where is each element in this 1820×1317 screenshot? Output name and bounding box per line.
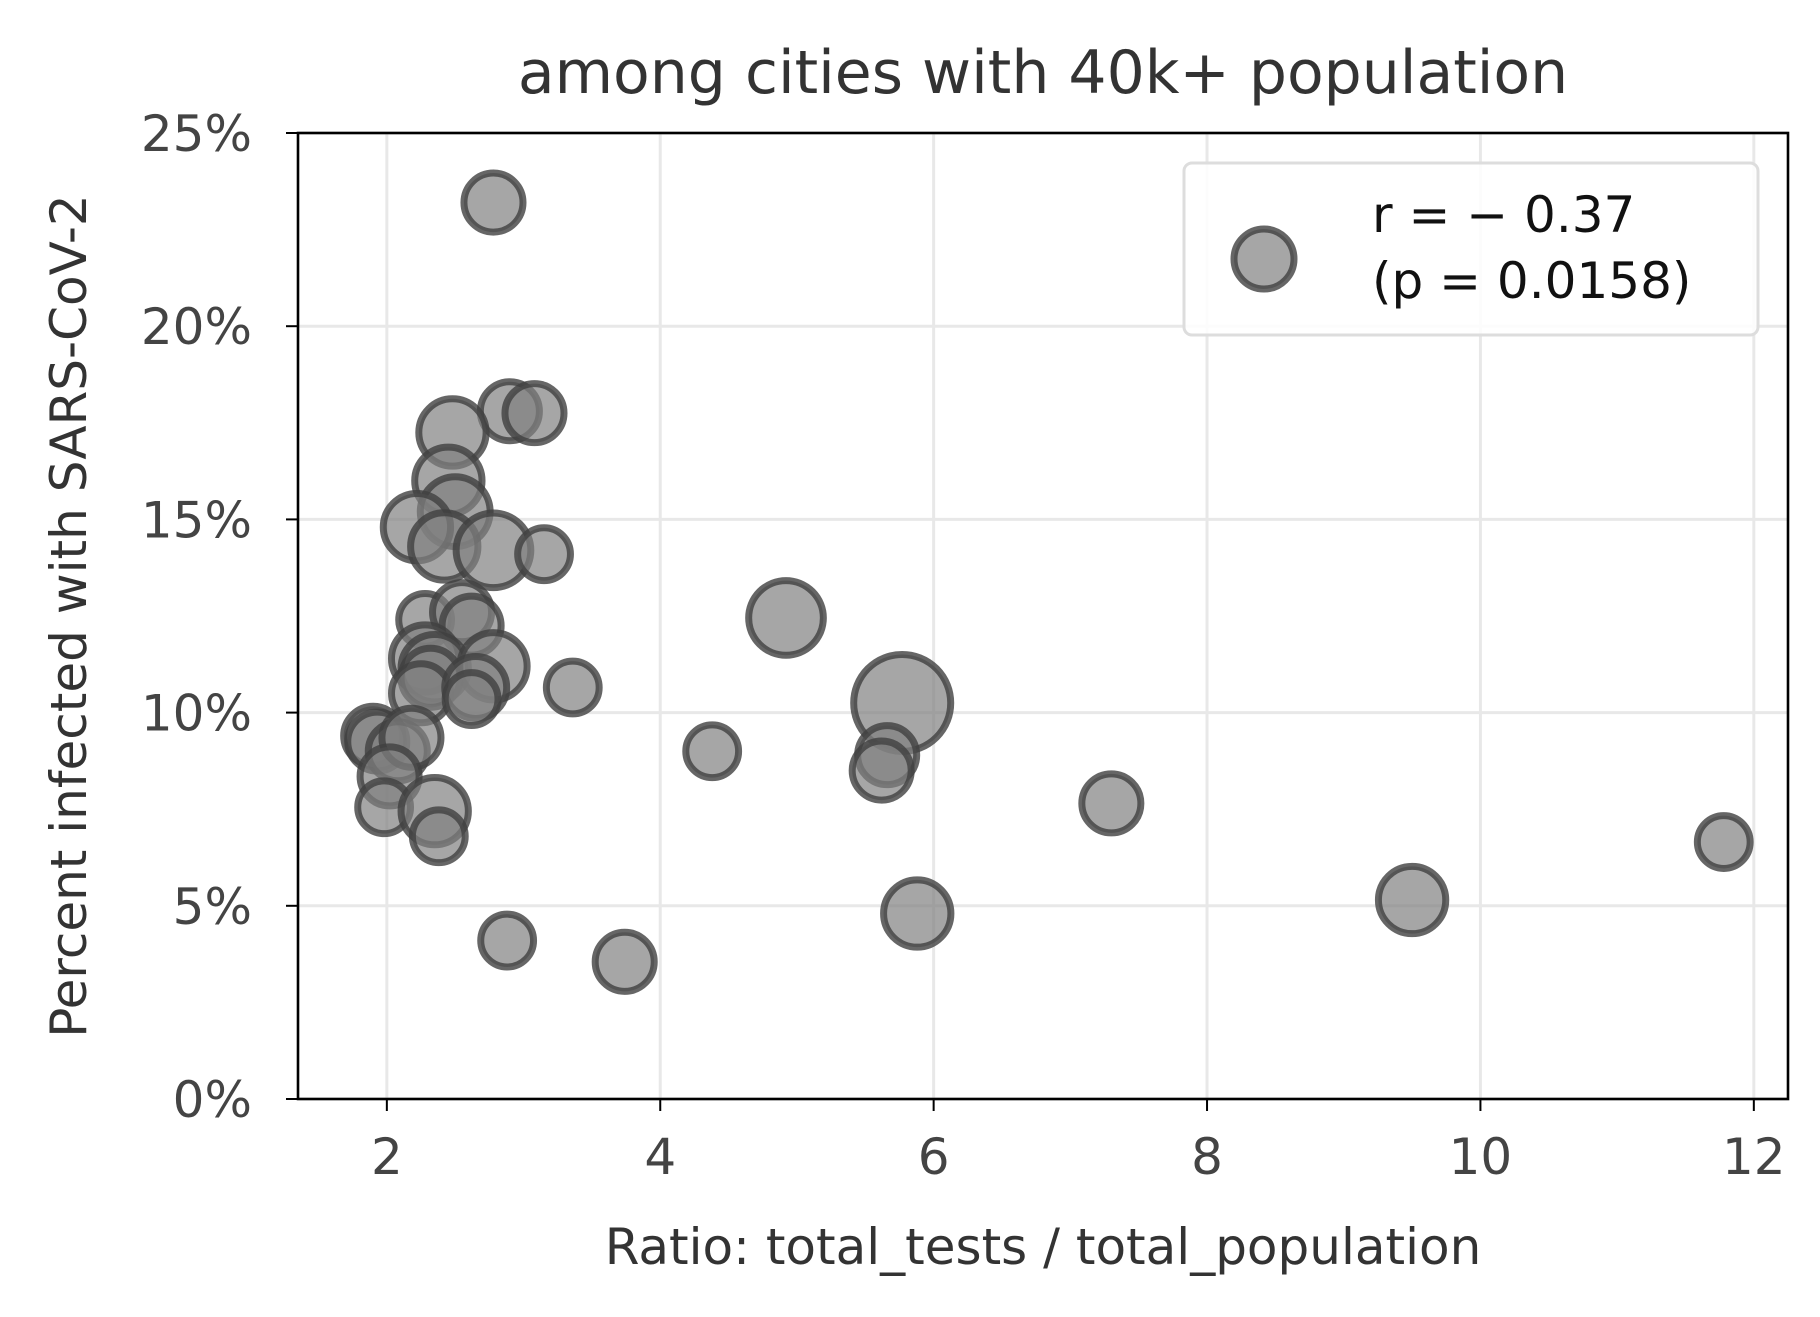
axis-ticks: 2 4 6 8 10 12 0% 5% 10% 15% 20% 25% <box>141 105 1786 1186</box>
x-tick-label: 2 <box>371 1128 403 1186</box>
x-tick-label: 10 <box>1449 1128 1513 1186</box>
y-tick-label: 5% <box>173 878 252 936</box>
legend-box <box>1182 161 1760 337</box>
data-point <box>477 910 538 971</box>
chart-title: among cities with 40k+ population <box>518 38 1568 108</box>
x-tick-label: 4 <box>644 1128 676 1186</box>
legend: r = − 0.37 (p = 0.0158) <box>1182 161 1760 337</box>
legend-r-value: r = − 0.37 <box>1372 186 1635 244</box>
data-point <box>1374 862 1450 938</box>
y-tick-label: 10% <box>141 685 252 743</box>
legend-marker <box>1230 225 1298 293</box>
data-point <box>745 577 827 659</box>
data-point <box>542 657 603 718</box>
y-tick-label: 15% <box>141 491 252 549</box>
plot-frame <box>296 131 1790 1101</box>
data-point <box>441 669 502 729</box>
y-tick-label: 0% <box>173 1071 252 1129</box>
data-point <box>501 380 568 447</box>
data-point <box>591 928 658 995</box>
y-tick-label: 25% <box>141 105 252 163</box>
legend-p-value: (p = 0.0158) <box>1372 252 1691 310</box>
data-point <box>1078 770 1145 837</box>
x-axis-label: Ratio: total_tests / total_population <box>605 1218 1482 1276</box>
x-tick-label: 12 <box>1722 1128 1786 1186</box>
x-tick-label: 8 <box>1191 1128 1223 1186</box>
data-points <box>340 169 1754 995</box>
data-point <box>880 876 955 951</box>
y-tick-label: 20% <box>141 298 252 356</box>
data-point <box>408 806 469 867</box>
data-point <box>848 737 915 804</box>
x-tick-label: 6 <box>918 1128 950 1186</box>
data-point <box>460 169 527 236</box>
data-point <box>1693 812 1754 872</box>
y-axis-label: Percent infected with SARS-CoV-2 <box>40 194 98 1037</box>
data-point <box>682 721 743 782</box>
data-point <box>514 524 574 585</box>
